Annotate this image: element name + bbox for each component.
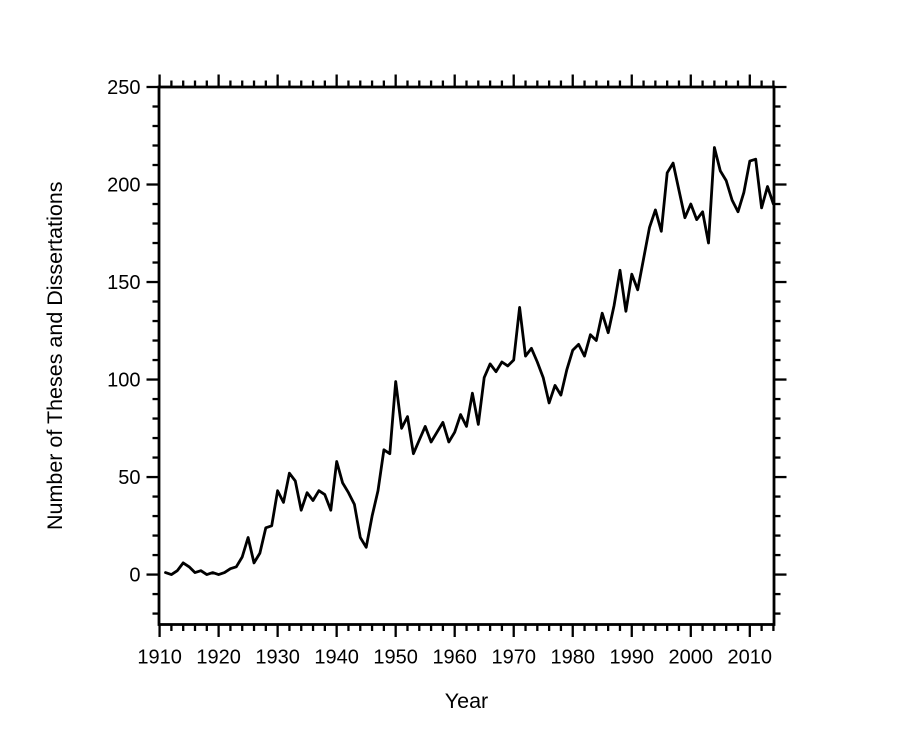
y-tick-label: 200 bbox=[107, 175, 140, 197]
y-tick-label: 250 bbox=[107, 77, 140, 99]
y-axis-ticks-left bbox=[146, 85, 159, 615]
y-tick-label: 150 bbox=[107, 272, 140, 294]
x-tick-label: 2000 bbox=[669, 647, 714, 669]
y-tick-label: 0 bbox=[129, 565, 140, 587]
x-tick-label: 1990 bbox=[610, 647, 655, 669]
plot-frame bbox=[157, 85, 776, 626]
y-axis-ticks-right bbox=[774, 85, 787, 615]
y-tick-label: 100 bbox=[107, 370, 140, 392]
x-tick-label: 1960 bbox=[432, 647, 477, 669]
data-series-line bbox=[164, 146, 775, 576]
x-axis-title: Year bbox=[445, 689, 488, 713]
x-axis-ticks-top bbox=[158, 74, 775, 87]
x-tick-label: 1940 bbox=[314, 647, 359, 669]
x-tick-label: 2010 bbox=[728, 647, 773, 669]
x-tick-label: 1970 bbox=[491, 647, 536, 669]
x-tick-label: 1920 bbox=[196, 647, 241, 669]
y-tick-label: 50 bbox=[118, 467, 140, 489]
x-tick-label: 1950 bbox=[373, 647, 418, 669]
x-axis-ticks-bottom bbox=[158, 624, 775, 637]
x-tick-label: 1910 bbox=[137, 647, 182, 669]
y-axis-tick-labels: 0 50 100 150 200 250 bbox=[107, 77, 140, 587]
y-axis-title: Number of Theses and Dissertations bbox=[43, 181, 67, 530]
x-axis-tick-labels: 1910 1920 1930 1940 1950 1960 1970 1980 1990 2000… bbox=[137, 647, 772, 669]
x-tick-label: 1980 bbox=[550, 647, 595, 669]
x-tick-label: 1930 bbox=[255, 647, 300, 669]
